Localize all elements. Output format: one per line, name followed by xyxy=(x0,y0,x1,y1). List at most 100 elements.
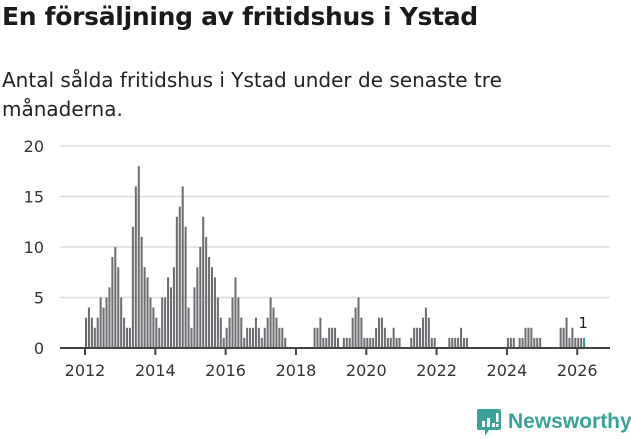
bar[interactable] xyxy=(237,297,240,349)
bar[interactable] xyxy=(146,277,149,348)
bar[interactable] xyxy=(175,216,178,348)
bar[interactable] xyxy=(512,337,515,348)
bar[interactable] xyxy=(249,327,252,348)
bar[interactable] xyxy=(386,337,389,348)
bar[interactable] xyxy=(316,327,319,348)
bar[interactable] xyxy=(117,267,120,348)
bar[interactable] xyxy=(155,317,158,348)
bar[interactable] xyxy=(269,297,272,349)
bar[interactable] xyxy=(164,297,167,349)
bar[interactable] xyxy=(167,277,170,348)
bar[interactable] xyxy=(378,317,381,348)
bar[interactable] xyxy=(128,327,131,348)
bar[interactable] xyxy=(580,337,583,348)
bar[interactable] xyxy=(539,337,542,348)
bar[interactable] xyxy=(219,317,222,348)
bar[interactable] xyxy=(559,327,562,348)
brand-logo[interactable]: Newsworthy xyxy=(476,407,631,437)
bar[interactable] xyxy=(172,267,175,348)
bar[interactable] xyxy=(410,337,413,348)
bar[interactable] xyxy=(331,327,334,348)
bar[interactable] xyxy=(336,337,340,348)
bar[interactable] xyxy=(208,257,211,348)
bar[interactable] xyxy=(524,327,527,348)
bar[interactable] xyxy=(369,337,372,348)
bar[interactable] xyxy=(430,337,433,348)
bar[interactable] xyxy=(360,317,363,348)
bar[interactable] xyxy=(240,317,243,348)
bar[interactable] xyxy=(357,297,360,349)
bar[interactable] xyxy=(568,337,571,348)
bar[interactable] xyxy=(87,307,90,348)
bar[interactable] xyxy=(278,327,281,348)
bar[interactable] xyxy=(169,287,172,348)
bar[interactable] xyxy=(266,317,269,348)
bar[interactable] xyxy=(216,297,219,349)
bar[interactable] xyxy=(140,236,143,348)
bar[interactable] xyxy=(351,317,354,348)
bar[interactable] xyxy=(577,337,580,348)
bar[interactable] xyxy=(419,327,422,348)
bar[interactable] xyxy=(184,226,187,348)
bar[interactable] xyxy=(252,327,255,348)
bar[interactable] xyxy=(354,307,357,348)
bar[interactable] xyxy=(465,337,468,348)
bar[interactable] xyxy=(392,327,395,348)
bar[interactable] xyxy=(263,327,266,348)
bar[interactable] xyxy=(383,327,386,348)
bar[interactable] xyxy=(190,327,193,348)
bar[interactable] xyxy=(96,317,99,348)
bar[interactable] xyxy=(313,327,316,348)
bar[interactable] xyxy=(93,327,96,348)
bar[interactable] xyxy=(421,317,424,348)
bar[interactable] xyxy=(530,327,533,348)
bar[interactable] xyxy=(131,226,134,348)
bar[interactable] xyxy=(319,317,322,348)
bar[interactable] xyxy=(85,317,88,348)
bar[interactable] xyxy=(536,337,539,348)
bar[interactable] xyxy=(152,307,155,348)
bar[interactable] xyxy=(202,216,205,348)
bar[interactable] xyxy=(105,297,108,349)
bar[interactable] xyxy=(571,327,574,348)
bar[interactable] xyxy=(137,166,140,348)
bar[interactable] xyxy=(149,297,152,349)
bar[interactable] xyxy=(178,206,181,348)
bar[interactable] xyxy=(126,327,129,348)
bar[interactable] xyxy=(114,247,117,348)
bar[interactable] xyxy=(375,327,378,348)
bar[interactable] xyxy=(123,317,126,348)
bar[interactable] xyxy=(334,327,337,348)
bar[interactable] xyxy=(562,327,565,348)
bar[interactable] xyxy=(284,337,287,348)
bar[interactable] xyxy=(348,337,351,348)
bar[interactable] xyxy=(196,267,199,348)
bar[interactable] xyxy=(111,257,114,348)
bar[interactable] xyxy=(389,337,392,348)
bar[interactable] xyxy=(257,327,260,348)
bar[interactable] xyxy=(460,327,463,348)
bar[interactable] xyxy=(328,327,331,348)
bar[interactable] xyxy=(574,337,577,348)
bar[interactable] xyxy=(533,337,536,348)
bar[interactable] xyxy=(509,337,512,348)
bar[interactable] xyxy=(325,337,328,348)
bar[interactable] xyxy=(345,337,348,348)
bar[interactable] xyxy=(187,307,190,348)
bar[interactable] xyxy=(99,297,102,349)
bar[interactable] xyxy=(416,327,419,348)
bar[interactable] xyxy=(451,337,454,348)
bar[interactable] xyxy=(260,337,263,348)
bar[interactable] xyxy=(433,337,436,348)
bar[interactable] xyxy=(134,186,137,348)
bar[interactable] xyxy=(565,317,568,348)
bar[interactable] xyxy=(395,337,398,348)
bar[interactable] xyxy=(210,267,214,348)
bar[interactable] xyxy=(506,337,509,348)
bar[interactable] xyxy=(583,337,586,348)
bar[interactable] xyxy=(246,327,249,348)
bar[interactable] xyxy=(161,297,164,349)
bar[interactable] xyxy=(225,327,228,348)
bar[interactable] xyxy=(143,267,146,348)
bar[interactable] xyxy=(363,337,366,348)
